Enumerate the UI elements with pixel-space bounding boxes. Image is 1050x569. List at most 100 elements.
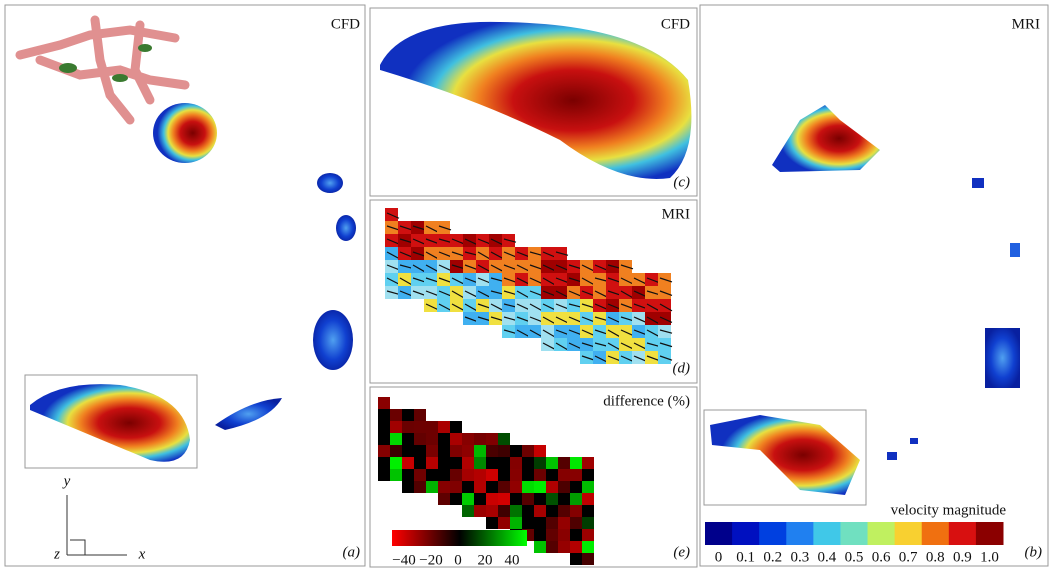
mri-cell: [515, 260, 528, 273]
diff-cell: [486, 457, 498, 469]
mri-cell: [580, 273, 593, 286]
diff-cell: [474, 469, 486, 481]
diff-cell: [522, 517, 534, 529]
mri-cell: [645, 312, 658, 325]
velocity-arrow: [490, 316, 504, 322]
colorbar-tick-label: 0.7: [899, 549, 918, 565]
diff-cell: [414, 433, 426, 445]
diff-cell: [426, 481, 438, 493]
velocity-arrow: [581, 303, 595, 309]
diff-cell: [534, 481, 546, 493]
mri-cell: [463, 299, 476, 312]
velocity-arrow: [594, 303, 608, 310]
velocity-arrow: [633, 316, 647, 323]
diff-cell: [414, 457, 426, 469]
velocity-arrow: [425, 303, 439, 311]
velocity-arrow: [555, 303, 569, 310]
mri-cell: [385, 247, 398, 260]
velocity-arrow: [477, 303, 491, 309]
velocity-arrow: [464, 303, 478, 312]
diff-cell: [462, 457, 474, 469]
velocity-arrow: [399, 225, 413, 231]
diff-cell: [522, 481, 534, 493]
velocity-arrow: [386, 290, 400, 295]
diff-cell: [522, 493, 534, 505]
panel-title: CFD: [661, 16, 690, 32]
velocity-arrow: [607, 329, 621, 338]
diff-cell: [582, 553, 594, 565]
diff-cell: [414, 409, 426, 421]
diff-cell: [582, 493, 594, 505]
diff-cell: [498, 505, 510, 517]
velocity-arrow: [490, 251, 504, 260]
vessel-planes: [59, 44, 152, 82]
velocity-arrow: [581, 329, 595, 336]
diff-cell: [438, 445, 450, 457]
velocity-arrow: [633, 342, 647, 350]
panel-label: (b): [1025, 544, 1043, 560]
mri-cell: [541, 273, 554, 286]
velocity-arrow: [607, 277, 621, 283]
velocity-arrow: [607, 342, 621, 351]
diff-cell: [390, 469, 402, 481]
velocity-arrow: [425, 251, 439, 260]
mri-cell: [632, 273, 645, 286]
diff-cell: [570, 553, 582, 565]
diff-cell: [534, 469, 546, 481]
panel-b-frame: [699, 4, 1049, 567]
velocity-arrow: [555, 329, 569, 336]
diff-cell: [402, 433, 414, 445]
diff-cell: [546, 493, 558, 505]
velocity-arrow: [490, 264, 504, 272]
colorbar-tick-label: −40: [392, 552, 415, 568]
velocity-arrow: [477, 316, 491, 322]
difference-map: [378, 397, 594, 565]
diff-cell: [378, 469, 390, 481]
colorbar-tick-label: −20: [419, 552, 442, 568]
mri-cell: [411, 260, 424, 273]
colorbar-tick-label: 0.1: [736, 549, 755, 565]
velocity-arrow: [438, 251, 452, 258]
velocity-arrow: [529, 277, 543, 284]
velocity-arrow: [581, 316, 595, 323]
mri-cell: [450, 299, 463, 312]
velocity-arrow: [620, 277, 634, 285]
velocity-arrow: [516, 316, 530, 323]
velocity-arrow: [594, 329, 608, 335]
section-blob: [215, 398, 282, 430]
velocity-arrow: [568, 342, 582, 350]
velocity-arrow: [529, 290, 543, 297]
velocity-arrow: [386, 277, 400, 285]
diff-cell: [378, 433, 390, 445]
velocity-arrow: [438, 277, 452, 283]
velocity-arrow: [620, 264, 634, 270]
diff-cell: [498, 445, 510, 457]
velocity-arrow: [477, 264, 491, 273]
velocity-arrow: [529, 316, 543, 323]
colorbar-tick-label: 0.6: [872, 549, 891, 565]
mri-cell: [541, 312, 554, 325]
mri-cell: [515, 273, 528, 286]
diff-cell: [426, 469, 438, 481]
velocity-arrow: [451, 264, 465, 270]
velocity-arrow: [555, 264, 569, 271]
velocity-arrow: [516, 290, 530, 299]
velocity-arrow: [516, 251, 530, 258]
section-blob: [153, 103, 217, 163]
velocity-arrow: [594, 290, 608, 298]
velocity-arrow: [503, 316, 517, 321]
colorbar-tick-label: 0.4: [818, 549, 837, 565]
diff-cell: [582, 505, 594, 517]
diff-cell: [546, 517, 558, 529]
velocity-arrow: [516, 264, 530, 272]
diff-cell: [546, 541, 558, 553]
velocity-arrow: [607, 355, 621, 362]
velocity-arrow: [412, 225, 426, 231]
velocity-arrow: [633, 290, 647, 297]
diff-cell: [546, 529, 558, 541]
velocity-arrow: [542, 303, 556, 311]
velocity-arrow: [542, 277, 556, 286]
velocity-arrow: [594, 342, 608, 347]
panel-title: MRI: [662, 206, 690, 222]
diff-cell: [402, 481, 414, 493]
